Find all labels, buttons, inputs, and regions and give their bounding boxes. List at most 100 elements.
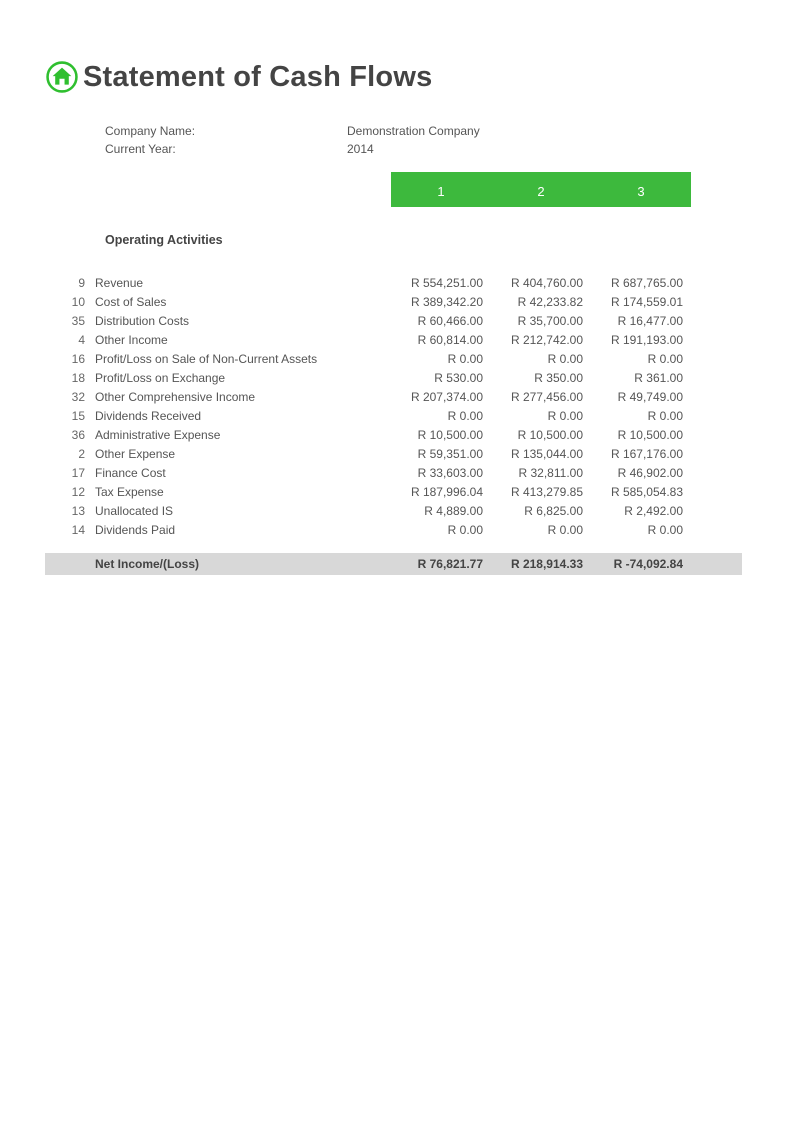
row-id: 2 — [45, 447, 95, 461]
row-id: 12 — [45, 485, 95, 499]
section-title: Operating Activities — [45, 233, 750, 247]
period-spacer — [105, 172, 391, 207]
row-value: R 413,279.85 — [491, 485, 591, 499]
period-header-cell: 1 — [391, 172, 491, 207]
row-value: R 33,603.00 — [391, 466, 491, 480]
report-header: Statement of Cash Flows — [45, 60, 750, 94]
data-row: 18Profit/Loss on ExchangeR 530.00R 350.0… — [45, 368, 742, 387]
period-header-cell: 2 — [491, 172, 591, 207]
row-value: R 0.00 — [591, 409, 691, 423]
row-id: 4 — [45, 333, 95, 347]
row-value: R 530.00 — [391, 371, 491, 385]
data-row: 15Dividends ReceivedR 0.00R 0.00R 0.00 — [45, 406, 742, 425]
row-label: Revenue — [95, 276, 391, 290]
row-value: R 687,765.00 — [591, 276, 691, 290]
row-value: R 0.00 — [391, 352, 491, 366]
row-label: Tax Expense — [95, 485, 391, 499]
row-value: R 0.00 — [491, 523, 591, 537]
row-id: 32 — [45, 390, 95, 404]
row-label: Other Income — [95, 333, 391, 347]
row-value: R 46,902.00 — [591, 466, 691, 480]
row-value: R 10,500.00 — [591, 428, 691, 442]
period-header: 123 — [45, 172, 750, 207]
total-row: Net Income/(Loss) R 76,821.77R 218,914.3… — [45, 553, 742, 575]
row-label: Administrative Expense — [95, 428, 391, 442]
row-id: 14 — [45, 523, 95, 537]
row-label: Distribution Costs — [95, 314, 391, 328]
period-cells: 123 — [391, 172, 691, 207]
row-value: R 59,351.00 — [391, 447, 491, 461]
data-row: 9RevenueR 554,251.00R 404,760.00R 687,76… — [45, 273, 742, 292]
row-label: Cost of Sales — [95, 295, 391, 309]
row-value: R 0.00 — [391, 523, 491, 537]
data-row: 32Other Comprehensive IncomeR 207,374.00… — [45, 387, 742, 406]
row-id: 35 — [45, 314, 95, 328]
year-value: 2014 — [347, 142, 750, 156]
data-row: 17Finance CostR 33,603.00R 32,811.00R 46… — [45, 463, 742, 482]
row-value: R 135,044.00 — [491, 447, 591, 461]
row-value: R 191,193.00 — [591, 333, 691, 347]
home-icon — [45, 60, 79, 94]
row-value: R 35,700.00 — [491, 314, 591, 328]
row-value: R 49,749.00 — [591, 390, 691, 404]
row-value: R 277,456.00 — [491, 390, 591, 404]
row-value: R 0.00 — [391, 409, 491, 423]
row-value: R 350.00 — [491, 371, 591, 385]
row-value: R 207,374.00 — [391, 390, 491, 404]
data-row: 4Other IncomeR 60,814.00R 212,742.00R 19… — [45, 330, 742, 349]
row-value: R 10,500.00 — [491, 428, 591, 442]
row-value: R 174,559.01 — [591, 295, 691, 309]
row-value: R 389,342.20 — [391, 295, 491, 309]
row-id: 36 — [45, 428, 95, 442]
row-value: R 32,811.00 — [491, 466, 591, 480]
data-row: 13Unallocated ISR 4,889.00R 6,825.00R 2,… — [45, 501, 742, 520]
row-value: R 554,251.00 — [391, 276, 491, 290]
data-row: 12Tax ExpenseR 187,996.04R 413,279.85R 5… — [45, 482, 742, 501]
company-value: Demonstration Company — [347, 124, 750, 138]
row-label: Unallocated IS — [95, 504, 391, 518]
meta-row-year: Current Year: 2014 — [105, 142, 750, 156]
row-id: 15 — [45, 409, 95, 423]
data-row: 10Cost of SalesR 389,342.20R 42,233.82R … — [45, 292, 742, 311]
period-header-cell: 3 — [591, 172, 691, 207]
row-value: R 6,825.00 — [491, 504, 591, 518]
row-label: Dividends Paid — [95, 523, 391, 537]
row-id: 13 — [45, 504, 95, 518]
row-id: 18 — [45, 371, 95, 385]
meta-row-company: Company Name: Demonstration Company — [105, 124, 750, 138]
row-value: R 0.00 — [491, 352, 591, 366]
row-id: 10 — [45, 295, 95, 309]
data-row: 36Administrative ExpenseR 10,500.00R 10,… — [45, 425, 742, 444]
data-row: 2Other ExpenseR 59,351.00R 135,044.00R 1… — [45, 444, 742, 463]
row-value: R 10,500.00 — [391, 428, 491, 442]
row-value: R 585,054.83 — [591, 485, 691, 499]
data-row: 16Profit/Loss on Sale of Non-Current Ass… — [45, 349, 742, 368]
row-id: 9 — [45, 276, 95, 290]
row-value: R 42,233.82 — [491, 295, 591, 309]
row-value: R 167,176.00 — [591, 447, 691, 461]
row-value: R 60,814.00 — [391, 333, 491, 347]
year-label: Current Year: — [105, 142, 347, 156]
row-id: 17 — [45, 466, 95, 480]
row-value: R 60,466.00 — [391, 314, 491, 328]
row-label: Other Comprehensive Income — [95, 390, 391, 404]
row-label: Finance Cost — [95, 466, 391, 480]
row-id: 16 — [45, 352, 95, 366]
total-label: Net Income/(Loss) — [95, 557, 391, 571]
row-value: R 0.00 — [591, 523, 691, 537]
row-value: R 187,996.04 — [391, 485, 491, 499]
total-value: R 218,914.33 — [491, 557, 591, 571]
data-rows: 9RevenueR 554,251.00R 404,760.00R 687,76… — [45, 273, 750, 539]
page-title: Statement of Cash Flows — [83, 61, 432, 94]
row-value: R 2,492.00 — [591, 504, 691, 518]
report-page: Statement of Cash Flows Company Name: De… — [0, 0, 795, 575]
total-value: R 76,821.77 — [391, 557, 491, 571]
row-value: R 212,742.00 — [491, 333, 591, 347]
total-value: R -74,092.84 — [591, 557, 691, 571]
row-label: Dividends Received — [95, 409, 391, 423]
row-label: Profit/Loss on Sale of Non-Current Asset… — [95, 352, 391, 366]
row-label: Other Expense — [95, 447, 391, 461]
meta-block: Company Name: Demonstration Company Curr… — [45, 124, 750, 156]
company-label: Company Name: — [105, 124, 347, 138]
row-value: R 361.00 — [591, 371, 691, 385]
